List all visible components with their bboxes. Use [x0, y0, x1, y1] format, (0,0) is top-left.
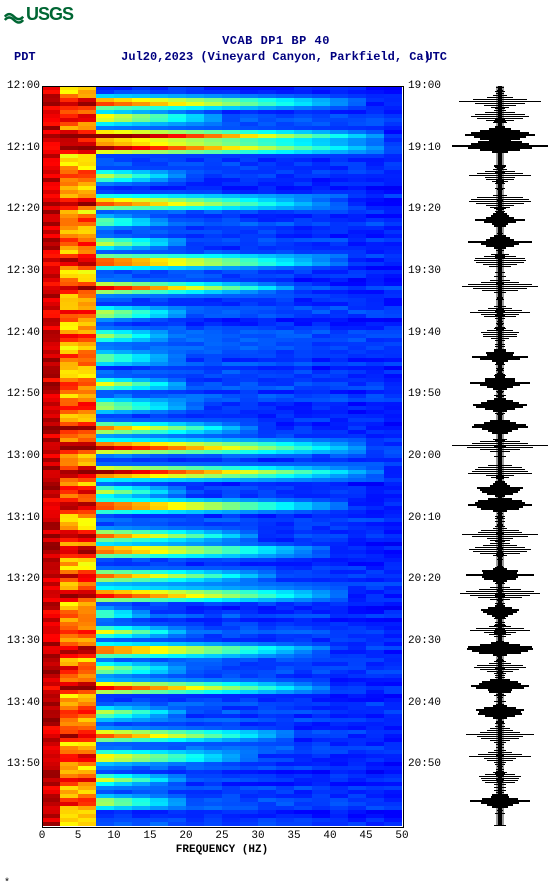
ytick-left: 13:40: [2, 697, 40, 709]
xtick: 5: [68, 830, 88, 842]
x-axis-label: FREQUENCY (HZ): [42, 844, 402, 856]
xtick: 50: [392, 830, 412, 842]
xtick: 10: [104, 830, 124, 842]
ytick-left: 13:00: [2, 450, 40, 462]
ytick-right: 19:10: [408, 142, 446, 154]
xtick: 30: [248, 830, 268, 842]
usgs-logo: USGS: [4, 4, 73, 25]
ytick-left: 12:00: [2, 80, 40, 92]
ytick-left: 13:10: [2, 512, 40, 524]
ytick-right: 20:20: [408, 573, 446, 585]
wave-icon: [4, 5, 24, 25]
logo-text: USGS: [26, 4, 73, 25]
pdt-label: PDT: [14, 50, 36, 64]
ytick-left: 12:20: [2, 203, 40, 215]
ytick-left: 12:30: [2, 265, 40, 277]
ytick-right: 20:50: [408, 758, 446, 770]
ytick-right: 20:30: [408, 635, 446, 647]
xtick: 20: [176, 830, 196, 842]
xtick: 0: [32, 830, 52, 842]
xtick: 40: [320, 830, 340, 842]
ytick-right: 20:10: [408, 512, 446, 524]
ytick-left: 12:10: [2, 142, 40, 154]
ytick-right: 19:30: [408, 265, 446, 277]
ytick-right: 19:20: [408, 203, 446, 215]
ytick-right: 19:50: [408, 388, 446, 400]
footer-mark: *: [4, 878, 10, 889]
waveform-trace: [460, 86, 540, 826]
ytick-right: 20:00: [408, 450, 446, 462]
ytick-right: 19:00: [408, 80, 446, 92]
title-line-2: Jul20,2023 (Vineyard Canyon, Parkfield, …: [0, 50, 552, 64]
chart-title: VCAB DP1 BP 40 Jul20,2023 (Vineyard Cany…: [0, 34, 552, 64]
ytick-left: 13:20: [2, 573, 40, 585]
xtick: 25: [212, 830, 232, 842]
title-line-1: VCAB DP1 BP 40: [0, 34, 552, 48]
ytick-right: 19:40: [408, 327, 446, 339]
ytick-left: 13:50: [2, 758, 40, 770]
spectrogram-plot: [42, 86, 402, 826]
utc-label: UTC: [425, 50, 447, 64]
xtick: 35: [284, 830, 304, 842]
ytick-right: 20:40: [408, 697, 446, 709]
ytick-left: 12:40: [2, 327, 40, 339]
ytick-left: 12:50: [2, 388, 40, 400]
xtick: 45: [356, 830, 376, 842]
xtick: 15: [140, 830, 160, 842]
ytick-left: 13:30: [2, 635, 40, 647]
